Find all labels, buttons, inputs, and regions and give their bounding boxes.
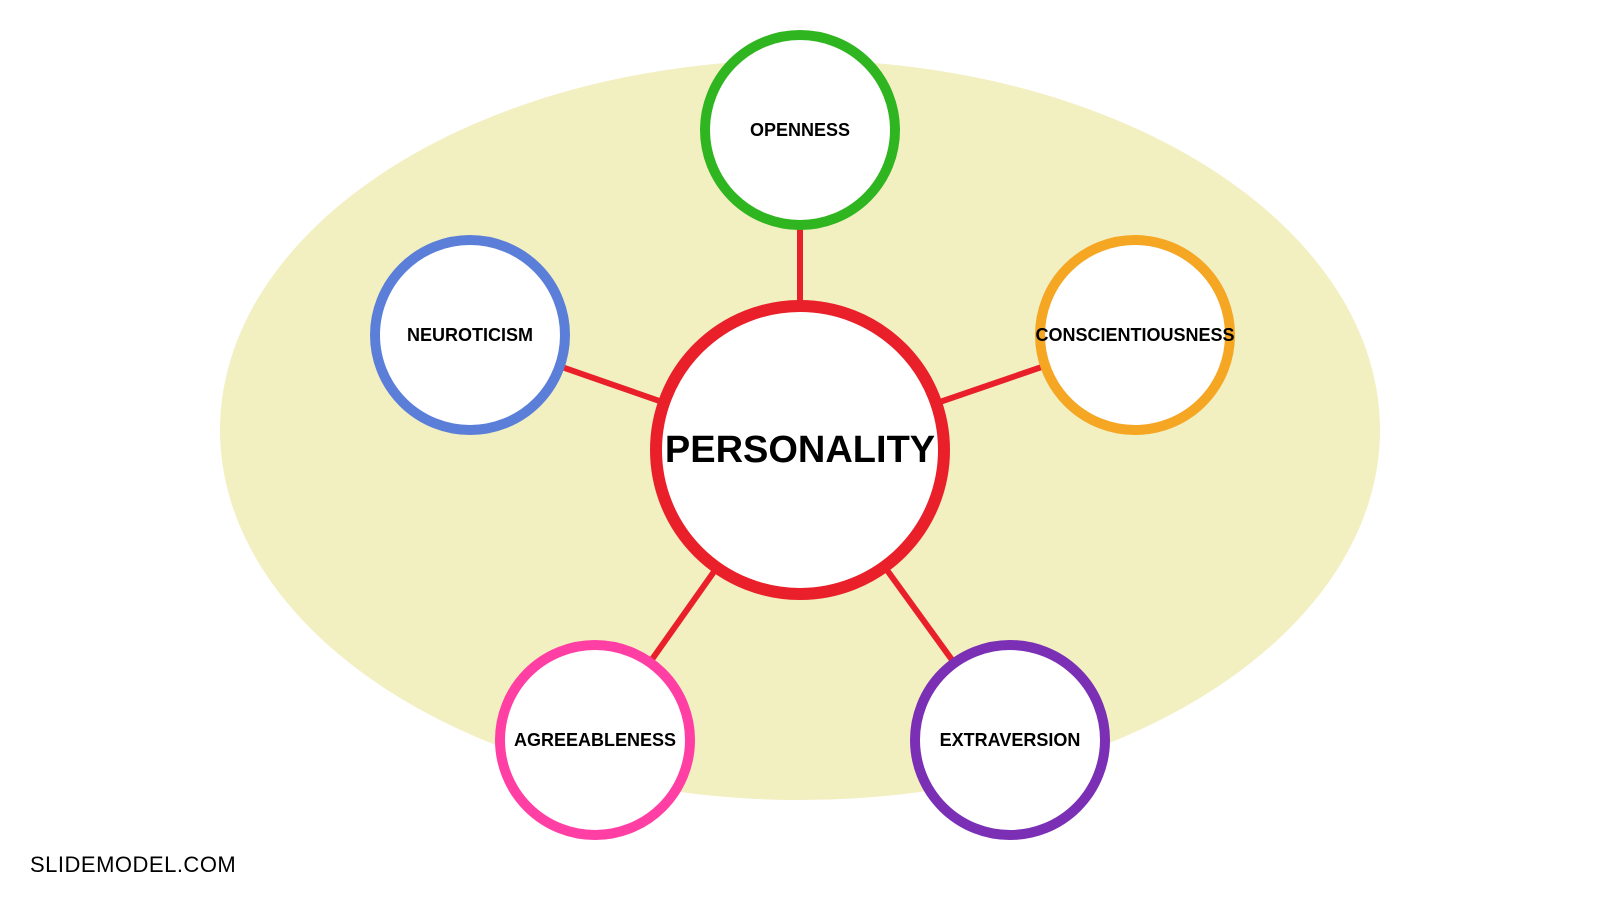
center-node-personality: PERSONALITY: [650, 300, 950, 600]
node-extraversion: EXTRAVERSION: [910, 640, 1110, 840]
credit-label: SLIDEMODEL.COM: [30, 852, 236, 877]
node-openness: OPENNESS: [700, 30, 900, 230]
node-label-neuroticism: NEUROTICISM: [399, 325, 541, 346]
node-agreeableness: AGREEABLENESS: [495, 640, 695, 840]
node-neuroticism: NEUROTICISM: [370, 235, 570, 435]
node-label-openness: OPENNESS: [742, 120, 858, 141]
node-label-agreeableness: AGREEABLENESS: [506, 730, 684, 751]
node-conscientiousness: CONSCIENTIOUSNESS: [1035, 235, 1235, 435]
diagram-stage: SLIDEMODEL.COM OPENNESS CONSCIENTIOUSNESS…: [0, 0, 1600, 900]
credit-text: SLIDEMODEL.COM: [30, 852, 236, 878]
center-node-label: PERSONALITY: [665, 429, 935, 472]
node-label-extraversion: EXTRAVERSION: [932, 730, 1089, 751]
node-label-conscientiousness: CONSCIENTIOUSNESS: [1027, 325, 1242, 346]
